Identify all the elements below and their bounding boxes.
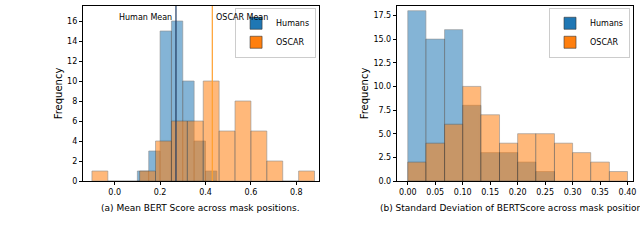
svg-text:2: 2 xyxy=(72,157,77,166)
svg-text:Humans: Humans xyxy=(590,19,623,28)
svg-text:12: 12 xyxy=(67,57,77,66)
svg-text:Frequency: Frequency xyxy=(53,68,64,120)
svg-text:OSCAR: OSCAR xyxy=(276,38,304,47)
svg-text:14: 14 xyxy=(67,37,77,46)
svg-text:0.25: 0.25 xyxy=(536,188,554,197)
svg-text:(b) Standard Deviation of BERT: (b) Standard Deviation of BERTScore acro… xyxy=(380,203,640,213)
svg-text:0: 0 xyxy=(72,177,77,186)
svg-text:OSCAR Mean: OSCAR Mean xyxy=(216,13,268,22)
svg-text:(a) Mean BERT Score across mas: (a) Mean BERT Score across mask position… xyxy=(101,203,300,213)
svg-text:0.6: 0.6 xyxy=(245,188,258,197)
svg-text:4: 4 xyxy=(72,137,77,146)
svg-text:OSCAR: OSCAR xyxy=(590,38,618,47)
svg-text:0.00: 0.00 xyxy=(399,188,417,197)
svg-text:0.30: 0.30 xyxy=(564,188,582,197)
svg-text:0.15: 0.15 xyxy=(481,188,499,197)
svg-text:0.0: 0.0 xyxy=(378,177,391,186)
svg-text:5.0: 5.0 xyxy=(378,130,391,139)
svg-text:8: 8 xyxy=(72,97,77,106)
svg-text:10: 10 xyxy=(67,77,77,86)
svg-text:Human Mean: Human Mean xyxy=(119,13,172,22)
svg-text:6: 6 xyxy=(72,117,77,126)
svg-text:0.10: 0.10 xyxy=(454,188,472,197)
svg-text:Frequency: Frequency xyxy=(359,68,370,120)
svg-text:0.40: 0.40 xyxy=(619,188,637,197)
svg-text:17.5: 17.5 xyxy=(373,11,391,20)
svg-text:Humans: Humans xyxy=(276,19,309,28)
svg-text:15.0: 15.0 xyxy=(373,35,391,44)
svg-text:10.0: 10.0 xyxy=(373,82,391,91)
svg-text:0.0: 0.0 xyxy=(108,188,121,197)
svg-text:7.5: 7.5 xyxy=(378,106,391,115)
svg-text:0.35: 0.35 xyxy=(591,188,609,197)
svg-text:16: 16 xyxy=(67,17,77,26)
svg-text:0.05: 0.05 xyxy=(426,188,444,197)
svg-text:12.5: 12.5 xyxy=(373,59,391,68)
svg-text:0.4: 0.4 xyxy=(199,188,212,197)
svg-text:0.2: 0.2 xyxy=(154,188,167,197)
svg-text:0.20: 0.20 xyxy=(509,188,527,197)
svg-text:0.8: 0.8 xyxy=(290,188,303,197)
svg-text:2.5: 2.5 xyxy=(378,153,391,162)
